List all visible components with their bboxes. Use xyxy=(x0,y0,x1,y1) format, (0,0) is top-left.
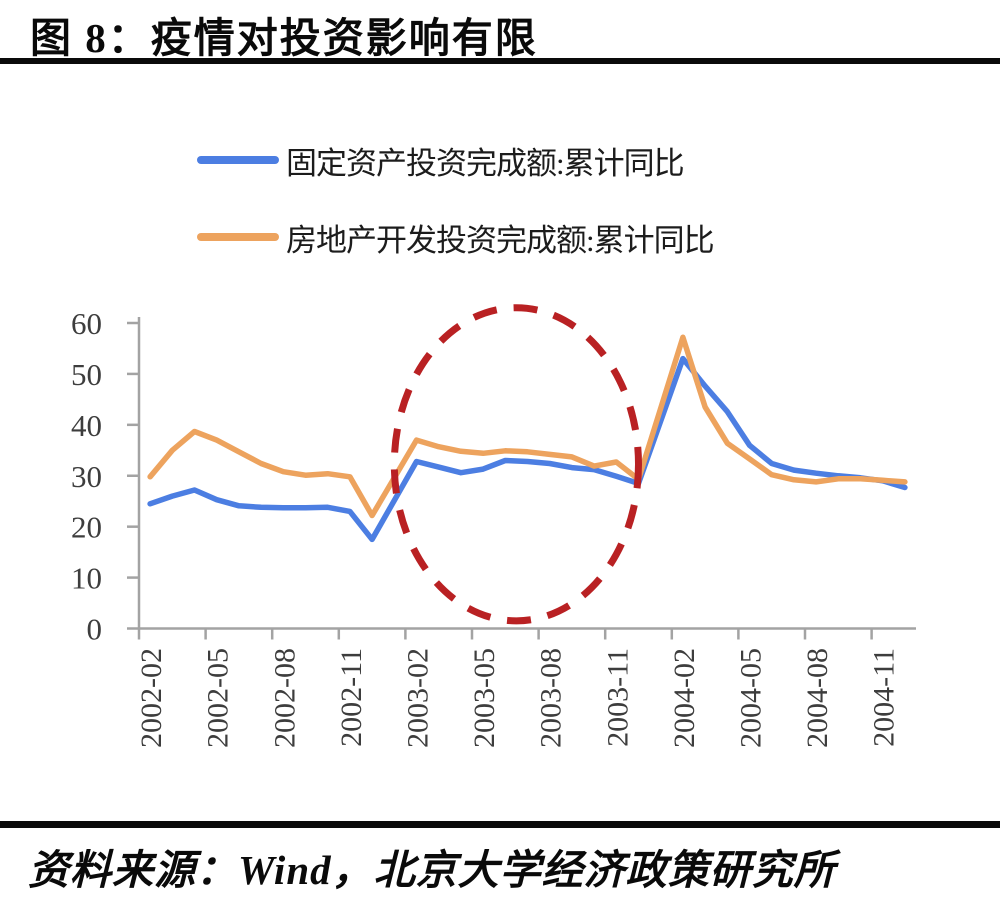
legend-swatch-fixed-asset-investment xyxy=(197,156,279,164)
line-chart: 0 10 20 30 40 50 60 2002-02 2002-05 2002-08 2002-1… xyxy=(71,304,916,748)
y-tick-label: 10 xyxy=(71,561,102,596)
legend-item-real-estate-investment: 房地产开发投资完成额:累计同比 xyxy=(197,215,715,259)
x-tick-label: 2004-11 xyxy=(868,648,901,747)
x-tick-label: 2003-11 xyxy=(601,648,634,747)
legend-swatch-real-estate-investment xyxy=(197,233,279,241)
x-tick-label: 2004-05 xyxy=(735,648,768,748)
sars-highlight-ellipse xyxy=(390,304,643,625)
source-note: 资料来源：Wind，北京大学经济政策研究所 xyxy=(28,847,836,893)
y-tick-label: 40 xyxy=(71,408,102,443)
x-tick-label: 2002-11 xyxy=(335,648,368,747)
chart-legend: 固定资产投资完成额:累计同比 房地产开发投资完成额:累计同比 xyxy=(197,138,715,259)
x-tick-label: 2002-05 xyxy=(202,648,235,748)
y-tick-label: 0 xyxy=(87,612,103,647)
x-tick-label: 2003-08 xyxy=(535,648,568,748)
x-tick-label: 2003-05 xyxy=(468,648,501,748)
x-tick-label: 2003-02 xyxy=(402,648,435,748)
x-tick-label: 2004-08 xyxy=(801,648,834,748)
y-tick-label: 20 xyxy=(71,510,102,545)
series-line-real-estate-investment xyxy=(147,334,908,519)
figure-title: 图 8：疫情对投资影响有限 xyxy=(30,15,538,61)
x-tick-label: 2002-08 xyxy=(268,648,301,748)
y-tick-label: 50 xyxy=(71,357,102,392)
legend-label-real-estate-investment: 房地产开发投资完成额:累计同比 xyxy=(286,222,715,258)
y-tick-label: 30 xyxy=(71,459,102,494)
x-tick-label: 2004-02 xyxy=(668,648,701,748)
x-tick-label: 2002-02 xyxy=(135,648,168,748)
footer-divider xyxy=(0,821,1000,828)
title-divider xyxy=(0,58,1000,64)
series-line-fixed-asset-investment xyxy=(147,355,908,543)
legend-label-fixed-asset-investment: 固定资产投资完成额:累计同比 xyxy=(286,145,685,181)
y-tick-label: 60 xyxy=(71,306,102,341)
legend-item-fixed-asset-investment: 固定资产投资完成额:累计同比 xyxy=(197,138,714,182)
